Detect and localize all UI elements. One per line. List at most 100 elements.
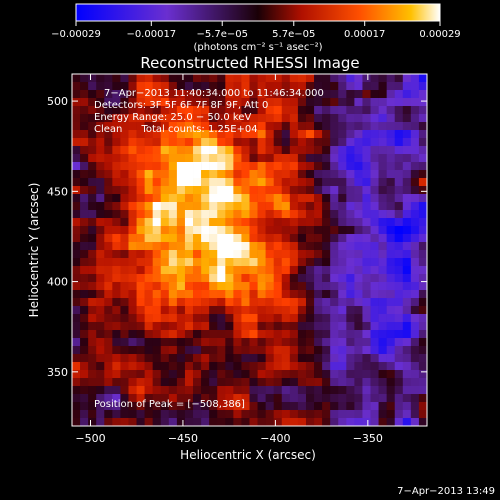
heatmap-cell bbox=[362, 362, 371, 371]
heatmap-cell bbox=[370, 298, 379, 307]
heatmap-cell bbox=[338, 250, 347, 259]
heatmap-cell bbox=[249, 162, 258, 171]
heatmap-cell bbox=[297, 290, 307, 299]
heatmap-cell bbox=[193, 82, 202, 91]
heatmap-cell bbox=[152, 178, 162, 187]
heatmap-cell bbox=[176, 106, 186, 115]
heatmap-cell bbox=[338, 226, 347, 235]
heatmap-cell bbox=[394, 138, 404, 147]
heatmap-cell bbox=[193, 234, 202, 243]
heatmap-cell bbox=[241, 202, 250, 211]
heatmap-cell bbox=[184, 346, 194, 355]
heatmap-cell bbox=[193, 330, 202, 339]
heatmap-cell bbox=[354, 114, 363, 123]
heatmap-cell bbox=[217, 210, 226, 219]
heatmap-cell bbox=[305, 290, 315, 299]
heatmap-cell bbox=[176, 98, 186, 107]
heatmap-cell bbox=[370, 210, 379, 219]
heatmap-cell bbox=[378, 394, 387, 403]
heatmap-cell bbox=[225, 298, 234, 307]
heatmap-cell bbox=[241, 154, 250, 163]
heatmap-cell bbox=[120, 170, 129, 179]
heatmap-cell bbox=[209, 138, 218, 147]
heatmap-cell bbox=[305, 234, 315, 243]
heatmap-cell bbox=[362, 178, 371, 187]
heatmap-cell bbox=[193, 90, 202, 99]
heatmap-cell bbox=[120, 418, 129, 427]
heatmap-cell bbox=[241, 306, 250, 315]
heatmap-cell bbox=[257, 90, 266, 99]
heatmap-cell bbox=[225, 242, 234, 251]
heatmap-cell bbox=[394, 322, 404, 331]
heatmap-cell bbox=[88, 378, 97, 387]
heatmap-cell bbox=[402, 274, 412, 283]
heatmap-cell bbox=[362, 330, 371, 339]
annotation-block: 7−Apr−2013 11:40:34.000 to 11:46:34.000 … bbox=[94, 88, 324, 410]
heatmap-cell bbox=[281, 402, 291, 411]
annotation-energy: Energy Range: 25.0 − 50.0 keV bbox=[94, 112, 251, 123]
heatmap-cell bbox=[160, 410, 170, 419]
heatmap-cell bbox=[112, 330, 121, 339]
heatmap-cell bbox=[362, 226, 371, 235]
heatmap-cell bbox=[257, 410, 266, 419]
heatmap-cell bbox=[176, 226, 186, 235]
heatmap-cell bbox=[120, 282, 129, 291]
heatmap-cell bbox=[241, 146, 250, 155]
heatmap-cell bbox=[80, 82, 89, 91]
heatmap-cell bbox=[305, 386, 315, 395]
chart-title: Reconstructed RHESSI Image bbox=[140, 54, 359, 72]
heatmap-cell bbox=[193, 218, 202, 227]
y-tick-label: 350 bbox=[47, 366, 68, 379]
heatmap-cell bbox=[217, 178, 226, 187]
heatmap-cell bbox=[128, 98, 137, 107]
heatmap-cell bbox=[176, 170, 186, 179]
heatmap-cell bbox=[362, 210, 371, 219]
heatmap-cell bbox=[297, 274, 307, 283]
heatmap-cell bbox=[96, 138, 105, 147]
heatmap-cell bbox=[176, 314, 186, 323]
heatmap-cell bbox=[144, 386, 153, 395]
heatmap-cell bbox=[217, 162, 226, 171]
heatmap-cell bbox=[330, 386, 339, 395]
heatmap-cell bbox=[176, 122, 186, 131]
heatmap-cell bbox=[354, 314, 363, 323]
heatmap-cell bbox=[176, 130, 186, 139]
heatmap-cell bbox=[338, 298, 347, 307]
heatmap-cell bbox=[354, 354, 363, 363]
heatmap-cell bbox=[80, 418, 89, 427]
heatmap-cell bbox=[80, 410, 89, 419]
heatmap-cell bbox=[249, 378, 258, 387]
heatmap-cell bbox=[217, 74, 226, 83]
heatmap-cell bbox=[120, 82, 129, 91]
heatmap-cell bbox=[370, 378, 379, 387]
heatmap-cell bbox=[112, 362, 121, 371]
heatmap-cell bbox=[104, 314, 113, 323]
heatmap-cell bbox=[265, 202, 275, 211]
heatmap-cell bbox=[152, 82, 162, 91]
heatmap-cell bbox=[88, 202, 97, 211]
heatmap-cell bbox=[168, 418, 178, 427]
heatmap-cell bbox=[394, 74, 404, 83]
heatmap-cell bbox=[152, 410, 162, 419]
heatmap-cell bbox=[378, 410, 387, 419]
heatmap-cell bbox=[281, 394, 291, 403]
heatmap-cell bbox=[144, 202, 153, 211]
heatmap-cell bbox=[144, 154, 153, 163]
heatmap-cell bbox=[297, 322, 307, 331]
heatmap-cell bbox=[168, 234, 178, 243]
heatmap-cell bbox=[104, 106, 113, 115]
heatmap-cell bbox=[418, 282, 428, 291]
heatmap-cell bbox=[201, 362, 210, 371]
heatmap-cell bbox=[176, 370, 186, 379]
heatmap-cell bbox=[370, 154, 379, 163]
heatmap-cell bbox=[346, 362, 355, 371]
heatmap-cell bbox=[184, 362, 194, 371]
heatmap-cell bbox=[80, 226, 89, 235]
heatmap-cell bbox=[217, 394, 226, 403]
heatmap-cell bbox=[378, 298, 387, 307]
heatmap-cell bbox=[168, 314, 178, 323]
heatmap-cell bbox=[289, 282, 299, 291]
heatmap-cell bbox=[120, 290, 129, 299]
heatmap-cell bbox=[193, 274, 202, 283]
heatmap-cell bbox=[330, 178, 339, 187]
